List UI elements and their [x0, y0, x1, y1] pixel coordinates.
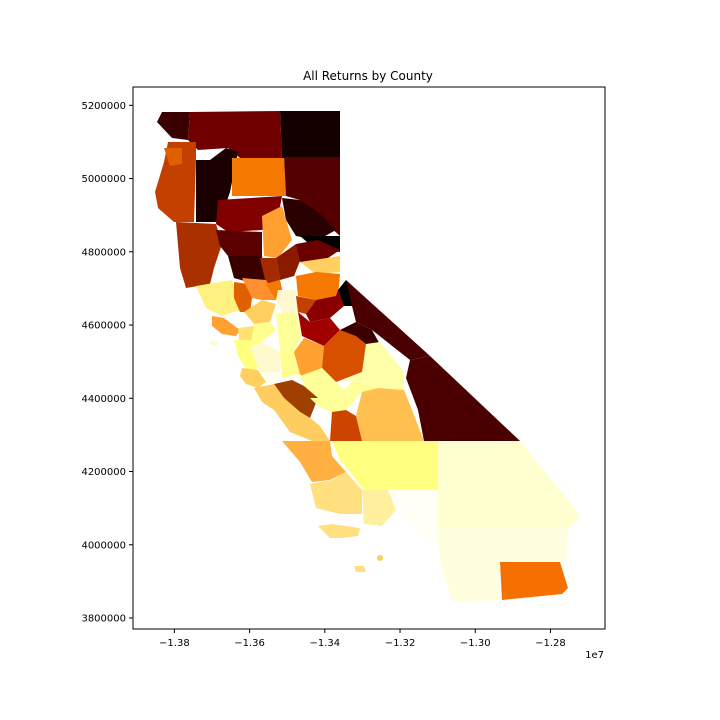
y-tick-label: 4600000 [81, 321, 126, 332]
county-region [298, 312, 340, 346]
county-region [388, 490, 438, 546]
county-region [294, 338, 324, 380]
county-region [300, 256, 340, 274]
county-region [242, 278, 278, 300]
x-tick-label: −1.38 [159, 638, 190, 649]
county-region [282, 198, 336, 240]
county-region [306, 290, 344, 322]
county-region [260, 258, 280, 284]
county-region [276, 290, 298, 316]
county-region [216, 230, 262, 256]
county-region [436, 528, 568, 602]
y-tick-label: 4000000 [81, 540, 126, 551]
county-region [212, 316, 240, 336]
county-map [155, 111, 580, 602]
county-region [262, 206, 292, 258]
county-region [406, 356, 520, 441]
county-region [210, 340, 218, 346]
county-region [240, 368, 266, 388]
county-region [300, 368, 344, 398]
county-region [196, 280, 240, 316]
x-axis: −1.38 −1.36 −1.34 −1.32 −1.30 −1.28 [159, 629, 566, 649]
chart-title: All Returns by County [303, 69, 433, 83]
county-region [164, 148, 182, 166]
county-region [438, 441, 580, 528]
county-region [234, 282, 252, 312]
county-region [354, 566, 366, 572]
axes-frame [132, 86, 606, 630]
y-tick-label: 4200000 [81, 467, 126, 478]
county-region [346, 280, 430, 360]
x-tick-label: −1.32 [385, 638, 416, 649]
county-region [296, 240, 340, 262]
county-region [280, 352, 300, 378]
x-tick-label: −1.34 [309, 638, 340, 649]
county-region [318, 524, 360, 538]
county-region [340, 342, 404, 390]
county-region [282, 441, 346, 482]
county-region [332, 441, 438, 490]
x-offset-label: 1e7 [585, 650, 604, 661]
county-region [254, 384, 330, 441]
county-region [244, 300, 276, 324]
x-tick-label: −1.36 [234, 638, 265, 649]
x-tick-label: −1.30 [460, 638, 491, 649]
y-tick-label: 4400000 [81, 394, 126, 405]
county-region [356, 388, 424, 441]
y-axis: 3800000 4000000 4200000 4400000 4600000 48000… [81, 101, 133, 625]
county-region [330, 410, 362, 441]
county-region [296, 296, 316, 314]
x-tick-label: −1.28 [535, 638, 566, 649]
county-region [377, 555, 383, 561]
county-region [276, 312, 302, 352]
county-region [322, 330, 380, 382]
county-region [296, 272, 340, 300]
y-tick-label: 5000000 [81, 174, 126, 185]
y-tick-label: 3800000 [81, 614, 126, 625]
county-region [250, 342, 280, 372]
y-tick-label: 4800000 [81, 247, 126, 258]
county-region [280, 111, 340, 158]
y-tick-label: 5200000 [81, 101, 126, 112]
county-region [228, 256, 266, 284]
county-region [310, 472, 362, 514]
county-region [310, 380, 378, 412]
county-region [284, 157, 340, 236]
county-region [274, 380, 318, 418]
county-region [500, 562, 568, 600]
county-region [196, 148, 238, 222]
county-region [176, 222, 222, 288]
county-region [155, 142, 196, 222]
county-region [157, 112, 190, 140]
county-region [188, 111, 282, 158]
county-region [362, 490, 396, 526]
county-region [232, 158, 286, 196]
county-region [276, 244, 302, 280]
county-region [260, 372, 282, 382]
